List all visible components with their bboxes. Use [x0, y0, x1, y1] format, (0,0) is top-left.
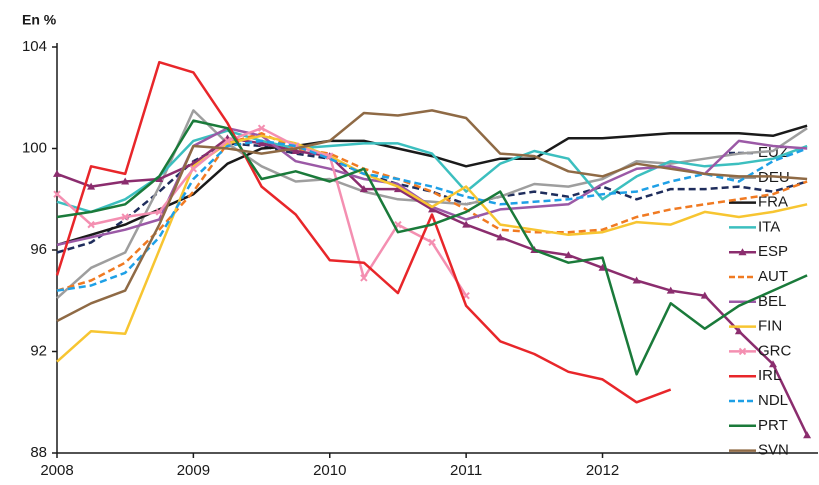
marker	[257, 124, 266, 132]
series-line	[56, 139, 808, 292]
marker	[632, 276, 641, 284]
legend-label: SVN	[758, 442, 789, 459]
marker	[700, 291, 709, 299]
x-tick-label: 2010	[313, 462, 346, 479]
marker	[359, 185, 368, 193]
marker	[155, 208, 163, 216]
marker	[360, 274, 368, 282]
marker	[121, 177, 130, 185]
marker	[666, 286, 675, 294]
marker	[53, 169, 61, 177]
marker	[738, 248, 747, 256]
legend-label: ESP	[758, 243, 788, 260]
x-tick-label: 2011	[450, 462, 482, 479]
marker	[223, 137, 232, 145]
marker	[257, 139, 266, 147]
marker	[462, 220, 471, 228]
marker	[428, 238, 436, 247]
legend-label: ITA	[758, 218, 780, 235]
marker	[121, 213, 129, 221]
series-line	[56, 124, 808, 247]
series-line	[56, 132, 808, 292]
y-tick-label: 100	[22, 139, 47, 156]
x-tick-label: 2012	[586, 462, 619, 479]
marker	[768, 360, 777, 368]
legend-label: AUT	[758, 268, 788, 285]
y-tick-label: 96	[30, 241, 47, 258]
x-tick-label: 2008	[40, 462, 73, 479]
marker	[496, 233, 505, 241]
marker	[87, 220, 95, 229]
y-tick-label: 104	[22, 38, 47, 55]
marker	[738, 347, 747, 356]
y-axis-label: En %	[22, 12, 57, 28]
series-line	[56, 129, 808, 214]
marker	[87, 182, 96, 190]
legend-label: BEL	[758, 293, 786, 310]
series-line	[56, 134, 808, 363]
legend-label: GRC	[758, 342, 792, 359]
series-line	[56, 142, 808, 254]
legend-label: IRL	[758, 367, 781, 384]
marker	[734, 327, 743, 335]
series-line	[55, 60, 672, 404]
marker	[428, 205, 437, 213]
series-line	[56, 109, 808, 323]
marker	[155, 174, 164, 182]
legend-label: FRA	[758, 194, 788, 211]
legend-label: PRT	[758, 417, 788, 434]
marker	[291, 147, 300, 155]
y-tick-label: 92	[30, 342, 47, 359]
marker	[598, 263, 607, 271]
x-tick-label: 2009	[177, 462, 210, 479]
marker	[803, 431, 812, 439]
marker	[53, 190, 61, 198]
legend-label: NDL	[758, 392, 788, 409]
series-line	[56, 119, 808, 376]
marker	[393, 185, 402, 193]
marker	[564, 251, 573, 259]
marker	[189, 165, 198, 173]
legend-label: FIN	[758, 318, 782, 335]
y-tick-label: 88	[30, 444, 47, 461]
marker	[326, 152, 334, 160]
